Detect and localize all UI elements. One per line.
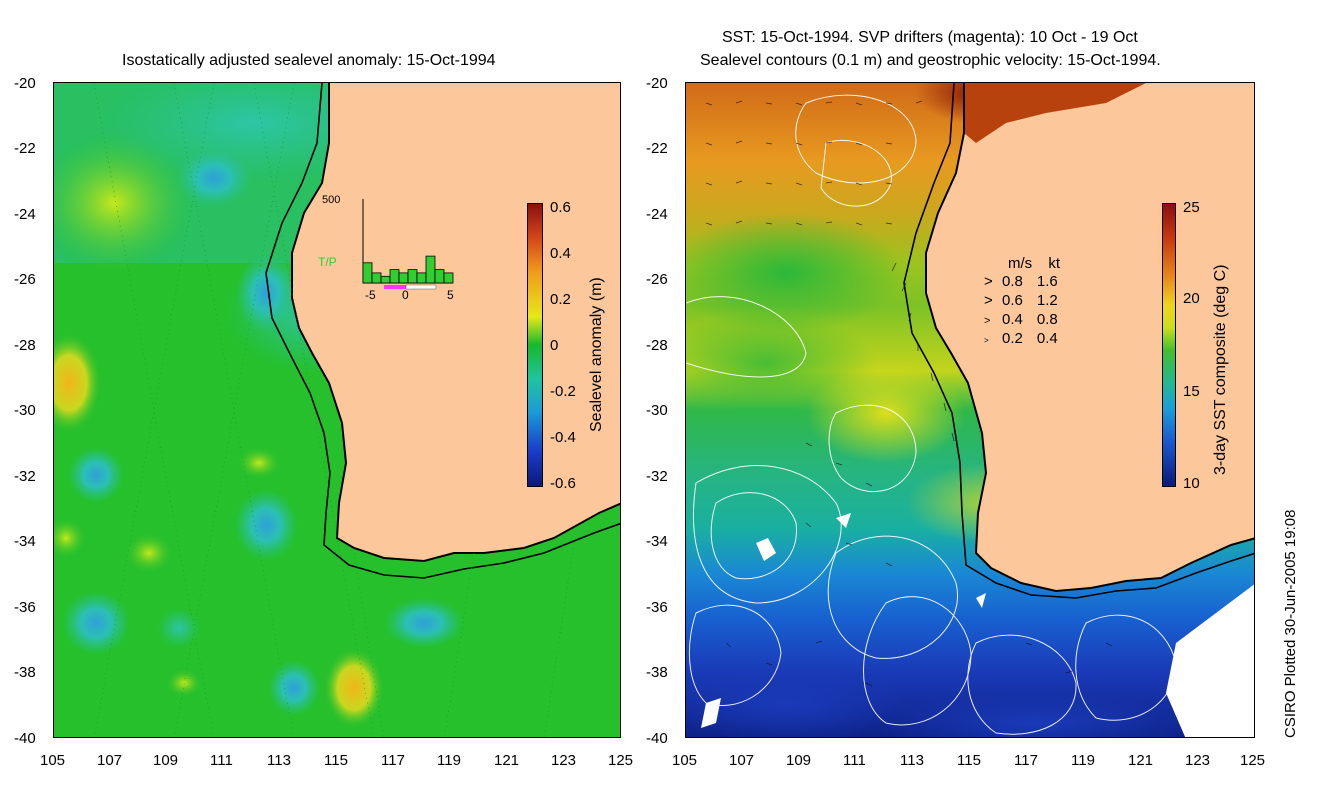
left-ytick: -24: [14, 206, 36, 223]
right-xtick: 107: [729, 752, 755, 769]
right-ytick: -22: [646, 140, 668, 157]
left-xtick: 125: [608, 752, 634, 769]
arrow-icon: >: [984, 273, 993, 290]
sst-colorbar: [1162, 203, 1176, 487]
sealevel-colorbar: [527, 203, 543, 487]
inset-xtick: 5: [447, 288, 454, 302]
right-map-title-line1: SST: 15-Oct-1994. SVP drifters (magenta)…: [722, 29, 1138, 46]
sst-colorbar-label: 3-day SST composite (deg C): [1212, 264, 1229, 475]
sealevel-colorbar-tick: 0: [550, 337, 559, 354]
histogram-bar: [434, 269, 445, 284]
left-xtick: 115: [324, 752, 348, 769]
sealevel-colorbar-tick: -0.6: [550, 475, 576, 492]
no-data-region: [1166, 584, 1254, 737]
right-ytick: -20: [646, 75, 668, 92]
left-ytick: -38: [14, 664, 36, 681]
drifter-range-marker: [384, 285, 406, 289]
inset-xtick: 0: [402, 288, 409, 302]
sst-colorbar-tick: 10: [1183, 475, 1200, 492]
sealevel-colorbar-tick: 0.2: [550, 291, 571, 308]
velocity-legend-header: m/s kt: [1008, 255, 1060, 272]
right-xtick: 109: [786, 752, 812, 769]
left-ytick: -40: [14, 730, 36, 747]
inset-series-label: T/P: [318, 255, 337, 269]
left-xtick: 113: [267, 752, 291, 769]
right-ytick: -28: [646, 337, 668, 354]
velocity-legend-row: >0.8 1.6: [984, 273, 1058, 290]
right-xtick: 117: [1014, 752, 1038, 769]
left-map-title: Isostatically adjusted sealevel anomaly:…: [122, 52, 496, 69]
histogram-bar: [443, 272, 454, 284]
right-ytick: -36: [646, 599, 668, 616]
histogram-bar: [380, 275, 391, 284]
left-xtick: 107: [97, 752, 123, 769]
arrow-icon: >: [984, 292, 993, 309]
left-ytick: -20: [14, 75, 36, 92]
left-xtick: 111: [210, 752, 233, 769]
velocity-arrows: [705, 100, 1113, 687]
right-xtick: 123: [1185, 752, 1211, 769]
sealevel-colorbar-tick: 0.6: [550, 199, 571, 216]
right-xtick: 125: [1240, 752, 1266, 769]
inset-ymax-label: 500: [322, 194, 340, 206]
tp-range-marker: [405, 284, 437, 290]
histogram-bar: [407, 269, 418, 284]
sealevel-colorbar-tick: -0.4: [550, 429, 576, 446]
left-ytick: -26: [14, 271, 36, 288]
left-ytick: -28: [14, 337, 36, 354]
right-map-title-line2: Sealevel contours (0.1 m) and geostrophi…: [700, 52, 1161, 69]
left-ytick: -32: [14, 468, 36, 485]
left-xtick: 119: [437, 752, 461, 769]
velocity-legend-row: >0.2 0.4: [984, 330, 1058, 347]
right-ytick: -40: [646, 730, 668, 747]
plot-credit: CSIRO Plotted 30-Jun-2005 19:08: [1282, 509, 1299, 738]
inset-xtick: -5: [365, 288, 376, 302]
sst-colorbar-tick: 15: [1183, 383, 1200, 400]
histogram-bar: [362, 262, 373, 284]
left-xtick: 105: [40, 752, 66, 769]
histogram-bar: [398, 272, 409, 284]
right-ytick: -24: [646, 206, 668, 223]
velocity-legend-row: >0.6 1.2: [984, 292, 1058, 309]
left-ytick: -30: [14, 402, 36, 419]
arrow-icon: >: [984, 315, 991, 327]
histogram-bar: [371, 272, 382, 284]
right-xtick: 113: [900, 752, 924, 769]
left-xtick: 121: [494, 752, 520, 769]
right-xtick: 115: [957, 752, 981, 769]
left-ytick: -22: [14, 140, 36, 157]
sst-colorbar-tick: 25: [1183, 199, 1200, 216]
right-ytick: -34: [646, 533, 668, 550]
histogram-bar: [389, 269, 400, 284]
right-xtick: 121: [1128, 752, 1154, 769]
left-xtick: 109: [153, 752, 179, 769]
left-xtick: 123: [551, 752, 577, 769]
left-xtick: 117: [381, 752, 405, 769]
tp-histogram-inset: 500 T/P -5 0 5: [318, 194, 454, 302]
right-xtick: 105: [672, 752, 698, 769]
right-ytick: -26: [646, 271, 668, 288]
sealevel-colorbar-label: Sealevel anomaly (m): [588, 277, 605, 432]
right-ytick: -32: [646, 468, 668, 485]
sst-colorbar-tick: 20: [1183, 290, 1200, 307]
velocity-legend-row: >0.4 0.8: [984, 311, 1058, 328]
velocity-header-kt: kt: [1048, 255, 1061, 272]
sst-map: m/s kt >0.8 1.6 >0.6 1.2 >0.4 0.8 >0.2 0.4: [685, 82, 1255, 738]
left-ytick: -36: [14, 599, 36, 616]
right-xtick: 119: [1071, 752, 1095, 769]
right-ytick: -38: [646, 664, 668, 681]
velocity-header-ms: m/s: [1008, 255, 1033, 272]
right-ytick: -30: [646, 402, 668, 419]
histogram-bar: [416, 272, 427, 284]
sealevel-colorbar-tick: 0.4: [550, 245, 571, 262]
arrow-icon: >: [984, 336, 989, 345]
right-xtick: 111: [843, 752, 866, 769]
histogram-bar: [425, 255, 436, 284]
sealevel-colorbar-tick: -0.2: [550, 383, 576, 400]
sealevel-contours: [686, 94, 1177, 735]
left-ytick: -34: [14, 533, 36, 550]
